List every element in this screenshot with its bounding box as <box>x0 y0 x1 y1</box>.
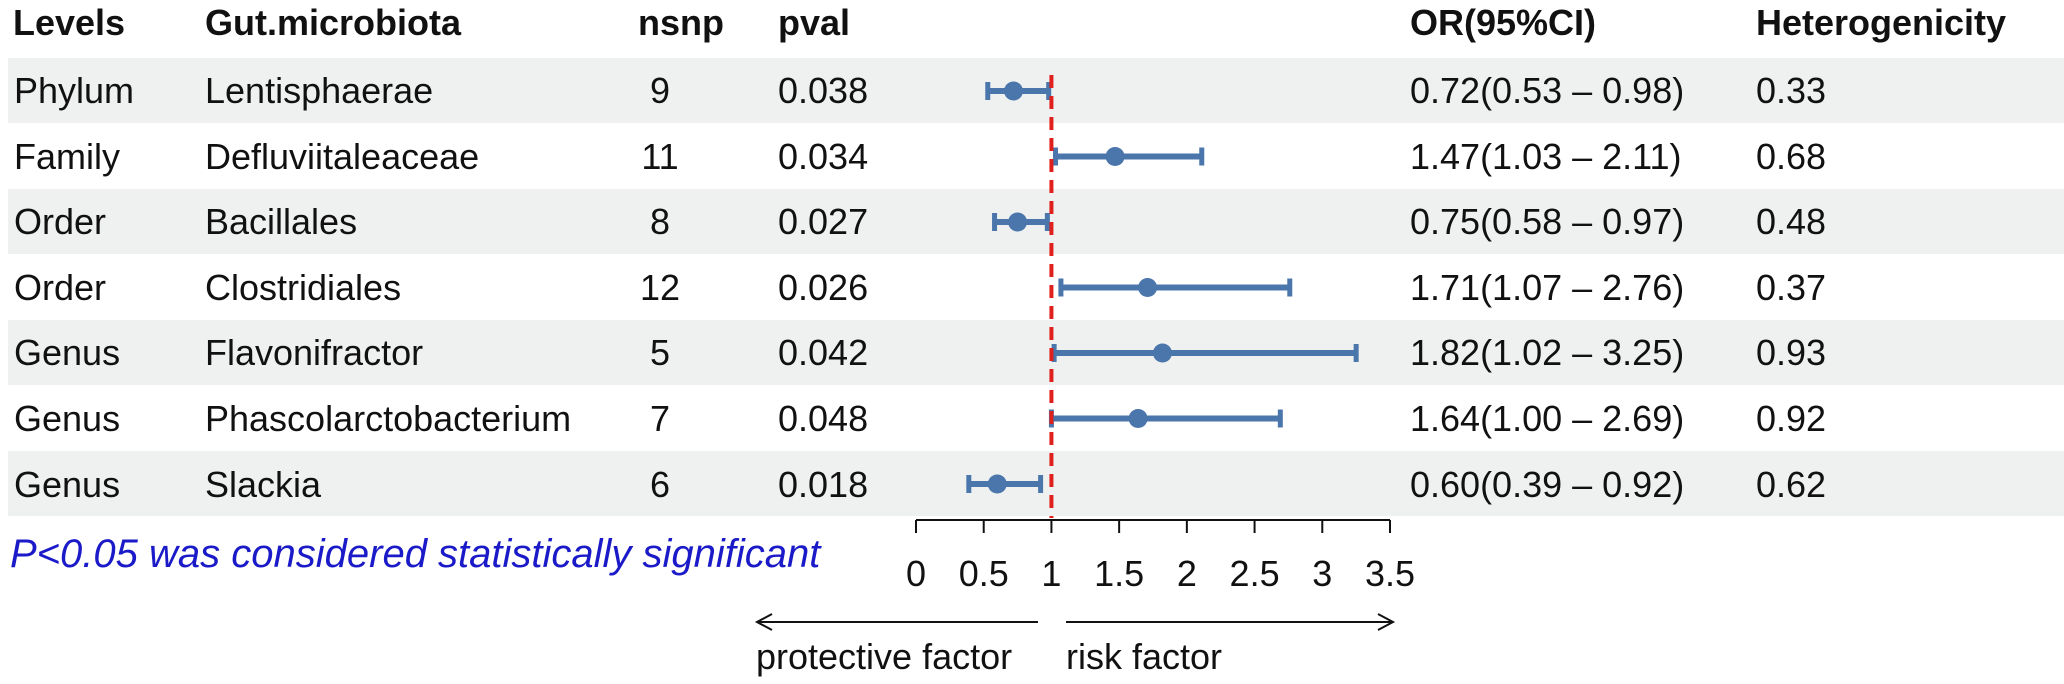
protective-factor-label: protective factor <box>756 636 1013 677</box>
cell-or-ci: 1.47(1.03 – 2.11) <box>1410 136 1682 177</box>
risk-factor-label: risk factor <box>1066 636 1223 677</box>
cell-taxon: Clostridiales <box>205 267 402 308</box>
cell-nsnp: 9 <box>649 70 671 111</box>
cell-heterogenicity: 0.93 <box>1756 332 1827 373</box>
header-gut-microbiota: Gut.microbiota <box>205 2 462 43</box>
cell-level: Genus <box>14 332 121 373</box>
cell-nsnp: 6 <box>649 464 671 505</box>
cell-taxon: Lentisphaerae <box>205 70 434 111</box>
header-pval: pval <box>778 2 851 43</box>
cell-level: Family <box>14 136 120 177</box>
cell-taxon: Flavonifractor <box>205 332 424 373</box>
or-point <box>1138 278 1158 297</box>
cell-nsnp: 12 <box>639 267 681 308</box>
risk-arrowhead <box>1377 613 1396 631</box>
or-point <box>1008 212 1028 232</box>
cell-heterogenicity: 0.48 <box>1756 201 1827 242</box>
x-tick-label: 1 <box>1041 553 1061 594</box>
protective-arrowhead <box>754 613 773 631</box>
or-point <box>1128 409 1148 428</box>
header-levels: Levels <box>13 2 126 43</box>
cell-or-ci: 1.82(1.02 – 3.25) <box>1410 332 1685 373</box>
cell-or-ci: 1.71(1.07 – 2.76) <box>1410 267 1685 308</box>
cell-taxon: Defluviitaleaceae <box>205 136 480 177</box>
or-point <box>987 474 1007 494</box>
cell-pval: 0.048 <box>778 398 869 439</box>
or-point <box>1004 81 1024 101</box>
cell-pval: 0.026 <box>778 267 869 308</box>
cell-pval: 0.042 <box>778 332 869 373</box>
cell-nsnp: 7 <box>649 398 671 439</box>
cell-pval: 0.038 <box>778 70 869 111</box>
cell-taxon: Bacillales <box>205 201 358 242</box>
cell-pval: 0.018 <box>778 464 869 505</box>
cell-heterogenicity: 0.62 <box>1756 464 1827 505</box>
cell-level: Order <box>14 267 107 308</box>
significance-note: P<0.05 was considered statistically sign… <box>10 532 821 576</box>
x-tick-label: 2 <box>1177 553 1197 594</box>
x-tick-label: 3.5 <box>1365 553 1415 594</box>
cell-level: Phylum <box>14 70 135 111</box>
cell-nsnp: 5 <box>649 332 671 373</box>
row-shade <box>8 320 2064 385</box>
header-heterogenicity: Heterogenicity <box>1756 2 2007 43</box>
or-point <box>1105 147 1125 166</box>
cell-or-ci: 0.60(0.39 – 0.92) <box>1410 464 1685 505</box>
x-tick-label: 3 <box>1312 553 1332 594</box>
cell-or-ci: 0.75(0.58 – 0.97) <box>1410 201 1685 242</box>
cell-heterogenicity: 0.92 <box>1756 398 1827 439</box>
x-tick-label: 0 <box>906 553 926 594</box>
cell-nsnp: 11 <box>641 136 679 177</box>
cell-or-ci: 0.72(0.53 – 0.98) <box>1410 70 1685 111</box>
cell-taxon: Slackia <box>205 464 322 505</box>
header-or-ci: OR(95%CI) <box>1410 2 1597 43</box>
cell-or-ci: 1.64(1.00 – 2.69) <box>1410 398 1685 439</box>
x-tick-label: 2.5 <box>1230 553 1280 594</box>
x-tick-label: 1.5 <box>1094 553 1144 594</box>
cell-taxon: Phascolarctobacterium <box>205 398 572 439</box>
cell-heterogenicity: 0.68 <box>1756 136 1827 177</box>
x-tick-label: 0.5 <box>959 553 1009 594</box>
cell-heterogenicity: 0.33 <box>1756 70 1827 111</box>
cell-nsnp: 8 <box>649 201 671 242</box>
header-nsnp: nsnp <box>638 2 724 43</box>
cell-pval: 0.034 <box>778 136 869 177</box>
cell-heterogenicity: 0.37 <box>1756 267 1827 308</box>
or-point <box>1152 343 1172 363</box>
cell-level: Genus <box>14 398 121 439</box>
cell-level: Order <box>14 201 107 242</box>
cell-pval: 0.027 <box>778 201 869 242</box>
cell-level: Genus <box>14 464 121 505</box>
